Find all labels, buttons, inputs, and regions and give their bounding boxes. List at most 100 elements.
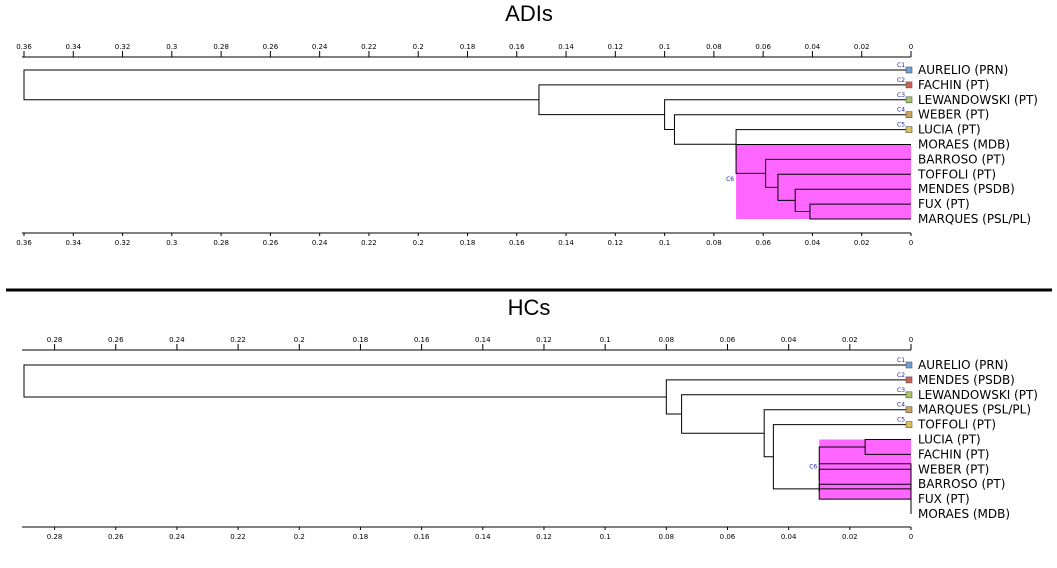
axis-tick-label: 0.2 (294, 533, 305, 541)
axis-tick-label: 0.18 (353, 533, 369, 541)
axis-tick-label: 0.24 (312, 239, 328, 247)
axis-tick-label: 0 (909, 43, 913, 51)
leaf-label: LEWANDOWSKI (PT) (918, 93, 1038, 107)
axis-tick-label: 0 (909, 239, 913, 247)
axis-tick-label: 0.18 (353, 336, 369, 344)
axis-tick-label: 0.1 (659, 43, 670, 51)
axis-tick-label: 0.26 (263, 239, 279, 247)
axis-tick-label: 0.22 (361, 239, 377, 247)
axis-tick-label: 0.04 (805, 43, 821, 51)
axis-tick-label: 0.06 (720, 336, 736, 344)
cluster-id-label: C6 (809, 463, 817, 470)
axis-tick-label: 0.1 (659, 239, 670, 247)
axis-tick-label: 0.14 (475, 533, 491, 541)
cluster-id-label: C1 (897, 62, 905, 69)
axis-tick-label: 0.16 (509, 43, 525, 51)
axis-tick-label: 0.28 (213, 239, 229, 247)
leaf-label: WEBER (PT) (918, 108, 989, 122)
axis-tick-label: 0.36 (16, 43, 32, 51)
dendrogram-link (818, 446, 866, 481)
cluster-id-label: C3 (897, 387, 905, 394)
dendrogram-link (819, 463, 912, 514)
hcs-dendrogram-panel: HCs 0.28 0.26 0.24 0.22 0.2 0.18 0.16 0.14 0.12 0… (22, 295, 1038, 541)
cluster-marker-icon (905, 361, 913, 369)
axis-tick-label: 0.28 (47, 336, 63, 344)
axis-tick-label: 0.16 (414, 336, 430, 344)
axis-tick-label: 0.12 (608, 239, 624, 247)
axis-tick-label: 0.2 (413, 239, 424, 247)
cluster-id-label: C4 (897, 107, 905, 114)
axis-tick-label: 0.28 (213, 43, 229, 51)
axis-tick-label: 0.26 (108, 336, 124, 344)
cluster-id-label: C1 (897, 357, 905, 364)
leaf-label: MORAES (MDB) (918, 138, 1010, 152)
axis-tick-label: 0.28 (47, 533, 63, 541)
axis-tick-label: 0.02 (854, 43, 870, 51)
cluster-marker-icon (905, 376, 913, 384)
leaf-label: AURELIO (PRN) (918, 63, 1008, 77)
axis-tick-label: 0.08 (659, 533, 675, 541)
dendrogram-link (809, 203, 911, 220)
axis-tick-label: 0.12 (536, 336, 552, 344)
leaf-label: LEWANDOWSKI (PT) (918, 388, 1038, 402)
axis-tick-label: 0.2 (294, 336, 305, 344)
cluster-id-label: C2 (897, 77, 905, 84)
axis-tick-label: 0.18 (460, 43, 476, 51)
axis-tick-label: 0.34 (65, 43, 81, 51)
axis-tick-label: 0.34 (65, 239, 81, 247)
axis-tick-label: 0.12 (608, 43, 624, 51)
axis-tick-label: 0.02 (842, 336, 858, 344)
cluster-marker-icon (905, 81, 913, 89)
axis-tick-label: 0.06 (720, 533, 736, 541)
axis-tick-label: 0.14 (558, 239, 574, 247)
axis-tick-label: 0.24 (169, 336, 185, 344)
axis-tick-label: 0.08 (706, 43, 722, 51)
cluster-marker-icon (905, 111, 913, 118)
leaf-label: BARROSO (PT) (918, 152, 1005, 166)
leaf-label: FUX (PT) (918, 197, 970, 211)
axis-tick-label: 0.24 (169, 533, 185, 541)
adis-dendrogram-panel: ADIs 0.36 0.34 0.32 0.3 0.28 0.26 0.24 0.22 0.2 0… (16, 1, 1038, 247)
leaf-label: MENDES (PSDB) (918, 182, 1015, 196)
axis-tick-label: 0.1 (600, 336, 611, 344)
cluster-c6-highlight (736, 144, 911, 219)
axis-tick-label: 0.1 (600, 533, 611, 541)
dendrogram-link (23, 364, 911, 398)
dendrogram-link (735, 144, 911, 174)
cluster-marker-icon (905, 126, 913, 133)
axis-tick-label: 0.22 (230, 336, 246, 344)
axis-tick-label: 0.32 (115, 239, 131, 247)
dendrogram-link (765, 158, 911, 188)
dendrogram-link (681, 394, 911, 434)
axis-tick-label: 0.14 (558, 43, 574, 51)
axis-tick-label: 0.32 (115, 43, 131, 51)
cluster-marker-icon (905, 391, 913, 399)
axis-tick-label: 0 (909, 533, 913, 541)
dendrogram-link (864, 439, 911, 455)
leaf-label: TOFFOLI (PT) (917, 418, 996, 432)
axis-tick-label: 0.04 (781, 533, 797, 541)
cluster-id-label: C5 (897, 122, 905, 129)
axis-tick-label: 0.06 (755, 239, 771, 247)
leaf-label: BARROSO (PT) (918, 477, 1005, 491)
axis-tick-label: 0.24 (312, 43, 328, 51)
leaf-label: AURELIO (PRN) (918, 358, 1008, 372)
cluster-marker-icon (905, 66, 913, 74)
adis-panel-title: ADIs (505, 1, 553, 26)
leaf-label: MENDES (PSDB) (918, 373, 1015, 387)
axis-tick-label: 0.14 (475, 336, 491, 344)
cluster-marker-icon (905, 96, 913, 104)
leaf-label: LUCIA (PT) (918, 433, 981, 447)
axis-tick-label: 0.08 (706, 239, 722, 247)
axis-tick-label: 0.18 (460, 239, 476, 247)
dendrogram-link (665, 379, 911, 415)
cluster-id-label: C4 (897, 402, 905, 409)
axis-tick-label: 0.08 (659, 336, 675, 344)
axis-tick-label: 0.26 (108, 533, 124, 541)
dendrogram-link (23, 69, 911, 101)
axis-tick-label: 0.2 (413, 43, 424, 51)
axis-tick-label: 0.02 (854, 239, 870, 247)
axis-tick-label: 0.04 (781, 336, 797, 344)
axis-tick-label: 0.06 (755, 43, 771, 51)
